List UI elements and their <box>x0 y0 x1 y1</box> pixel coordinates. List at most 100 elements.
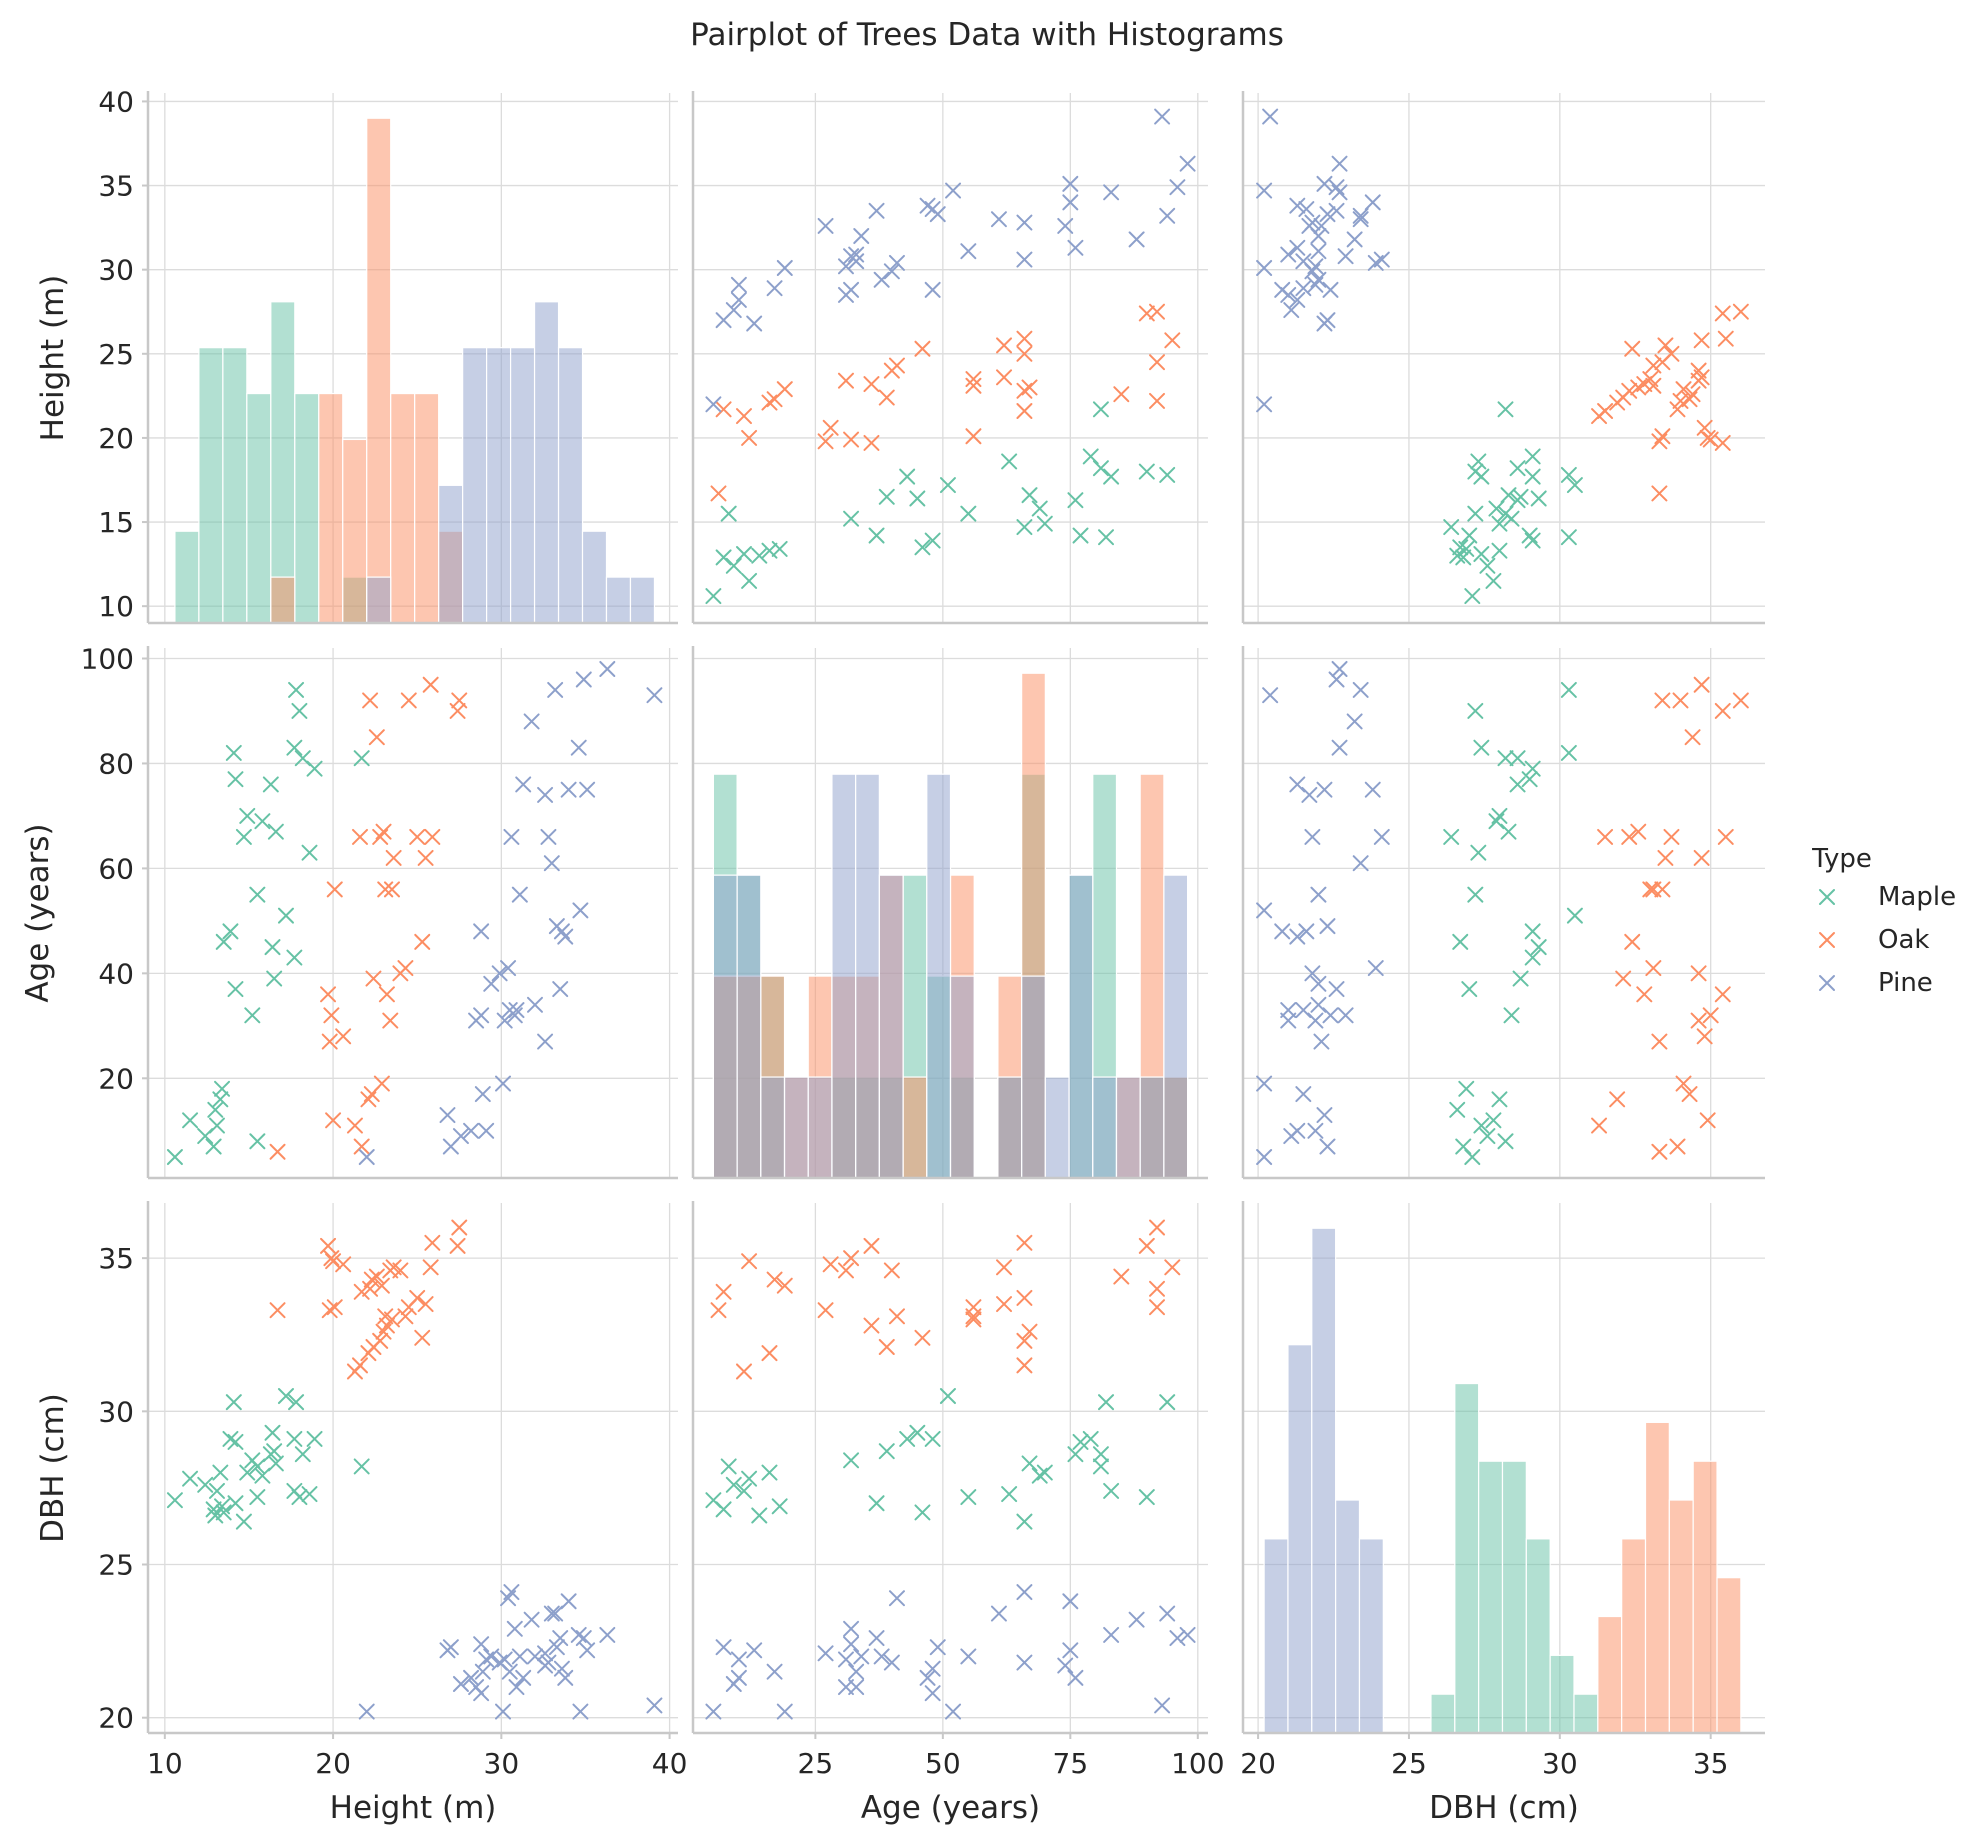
scatter-point <box>1524 468 1541 485</box>
scatter-point <box>383 881 400 898</box>
scatter-point <box>1016 1332 1033 1349</box>
scatter-point <box>358 1149 375 1166</box>
scatter-point <box>463 1669 480 1686</box>
scatter-point <box>1524 949 1541 966</box>
scatter-point <box>1128 1611 1145 1628</box>
scatter-point <box>746 315 763 332</box>
scatter-point <box>1696 419 1713 436</box>
scatter-point <box>1283 302 1300 319</box>
scatter-point <box>1497 1133 1514 1150</box>
scatter-point <box>939 1388 956 1405</box>
scatter-point <box>1072 1433 1089 1450</box>
scatter-point <box>503 1584 520 1601</box>
scatter-point <box>368 1268 385 1285</box>
scatter-point <box>1566 907 1583 924</box>
scatter-point <box>1304 214 1321 231</box>
scatter-point <box>325 1253 342 1270</box>
scatter-point <box>1346 231 1363 248</box>
panel-grid: 10 15 20 25 30 35 40 Height (m) 20 40 60 80 100 Age (… <box>20 85 1765 1826</box>
scatter-point <box>1319 206 1336 223</box>
scatter-point <box>491 965 508 982</box>
scatter-point <box>474 1663 491 1680</box>
scatter-point <box>843 281 860 298</box>
scatter-point <box>1560 681 1577 698</box>
scatter-point <box>1280 1002 1297 1019</box>
scatter-point <box>1497 401 1514 418</box>
scatter-point <box>508 1002 525 1019</box>
scatter-point <box>837 258 854 275</box>
histogram-bar <box>294 392 320 624</box>
scatter-point <box>422 676 439 693</box>
scatter-point <box>761 1464 778 1481</box>
scatter-point <box>1057 217 1074 234</box>
scatter-point <box>1021 1323 1038 1340</box>
scatter-point <box>822 1256 839 1273</box>
scatter-point <box>1016 519 1033 536</box>
scatter-series-pine <box>1256 660 1390 1166</box>
scatter-point <box>1509 776 1526 793</box>
scatter-point <box>1021 487 1038 504</box>
scatter-point <box>1367 960 1384 977</box>
x-tick-label: 35 <box>1693 1747 1729 1780</box>
histogram-bar <box>1115 1076 1141 1179</box>
scatter-point <box>945 182 962 199</box>
scatter-point <box>924 1660 941 1677</box>
scatter-point <box>1352 211 1369 228</box>
scatter-point <box>1684 729 1701 746</box>
scatter-point <box>715 1639 732 1656</box>
y-tick-label: 30 <box>98 254 134 287</box>
scatter-point <box>1289 291 1306 308</box>
scatter-point <box>599 1626 616 1643</box>
scatter-point <box>392 1262 409 1279</box>
scatter-point <box>368 729 385 746</box>
scatter-point <box>1307 1012 1324 1029</box>
scatter-point <box>511 1648 528 1665</box>
scatter-point <box>424 828 441 845</box>
histogram-bar <box>605 576 632 624</box>
scatter-point <box>960 243 977 260</box>
scatter-point <box>225 1394 242 1411</box>
scatter-point <box>511 886 528 903</box>
scatter-point <box>1098 1394 1115 1411</box>
histogram-bar <box>855 773 880 1179</box>
scatter-point <box>1717 828 1734 845</box>
scatter-point <box>924 1430 941 1447</box>
histogram-bar <box>878 874 904 1179</box>
scatter-point <box>1295 1002 1312 1019</box>
scatter-point <box>843 431 860 448</box>
x-tick-label: 100 <box>1171 1747 1224 1780</box>
scatter-point <box>1657 337 1674 354</box>
scatter-point <box>439 1107 456 1124</box>
histogram-bar <box>1501 1460 1527 1734</box>
scatter-series-pine <box>705 108 1196 413</box>
scatter-point <box>1449 547 1466 564</box>
scatter-point <box>960 1648 977 1665</box>
scatter-point <box>1328 671 1345 688</box>
scatter-point <box>373 1075 390 1092</box>
histogram-bar <box>414 392 440 624</box>
scatter-point <box>301 1486 318 1503</box>
scatter-point <box>215 1504 232 1521</box>
scatter-point <box>244 1007 261 1024</box>
scatter-point <box>288 1394 305 1411</box>
scatter-series-oak <box>710 1219 1181 1380</box>
scatter-point <box>1164 332 1181 349</box>
scatter-point <box>1082 448 1099 465</box>
y-axis-label: DBH (cm) <box>35 1393 71 1543</box>
scatter-point <box>646 687 663 704</box>
scatter-point <box>899 1430 916 1447</box>
scatter-point <box>746 1642 763 1659</box>
scatter-point <box>1128 231 1145 248</box>
scatter-series-pine <box>358 660 663 1166</box>
scatter-point <box>1001 453 1018 470</box>
scatter-point <box>776 1703 793 1720</box>
x-axis-label: DBH (cm) <box>1429 1790 1579 1826</box>
scatter-point <box>965 1311 982 1328</box>
scatter-point <box>1461 981 1478 998</box>
scatter-point <box>1154 108 1171 125</box>
scatter-point <box>1560 466 1577 483</box>
scatter-point <box>705 588 722 605</box>
scatter-point <box>1732 303 1749 320</box>
scatter-point <box>483 975 500 992</box>
